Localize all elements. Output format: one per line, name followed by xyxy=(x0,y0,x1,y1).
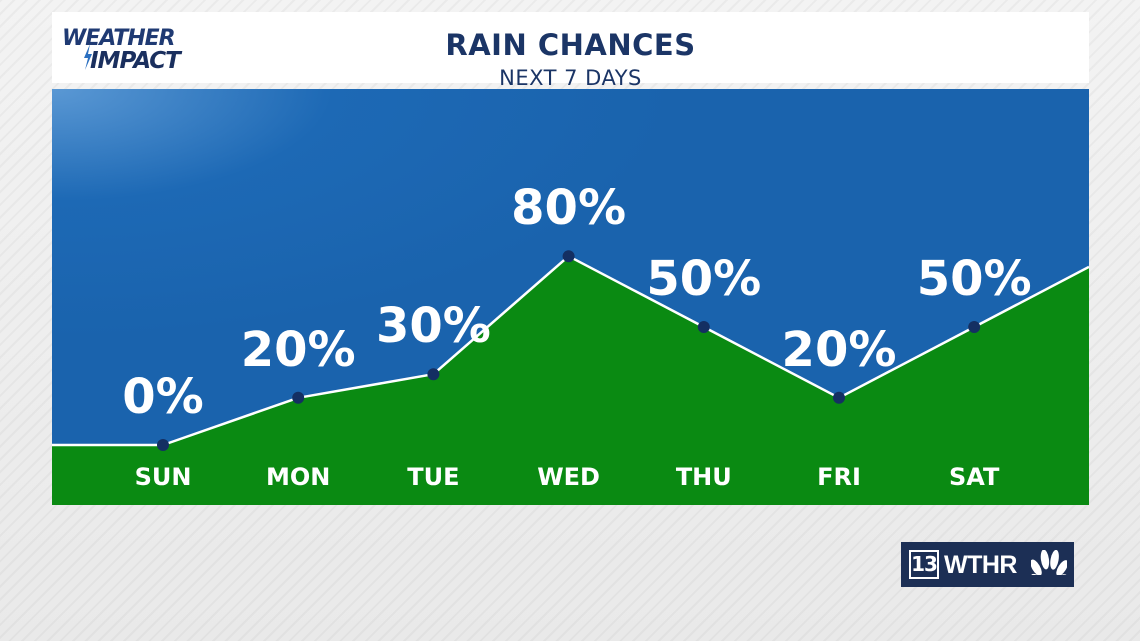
data-label-wed: 80% xyxy=(511,180,626,236)
data-label-fri: 20% xyxy=(782,322,897,378)
lightning-bolt-icon xyxy=(84,44,92,70)
data-point-fri xyxy=(833,391,845,404)
day-label-fri: FRI xyxy=(817,463,861,491)
station-name: WTHR xyxy=(944,551,1017,579)
page-subtitle: NEXT 7 DAYS xyxy=(499,66,642,90)
data-point-sun xyxy=(157,439,169,451)
day-label-tue: TUE xyxy=(407,463,459,491)
station-logo: 13 WTHR xyxy=(901,542,1074,587)
rain-chance-chart: 0% SUN 20% MON 30% TUE 80% WED 50% THU 20% FRI 50% SA… xyxy=(52,89,1089,505)
weather-impact-logo: WEATHER IMPACT xyxy=(62,26,212,76)
chart-canvas: 0% SUN 20% MON 30% TUE 80% WED 50% THU 20% FRI 50% SA… xyxy=(52,89,1089,505)
header-bar: WEATHER IMPACT RAIN CHANCES NEXT 7 DAYS xyxy=(52,12,1089,90)
rain-chance-area xyxy=(52,256,1089,505)
page-title: RAIN CHANCES xyxy=(445,28,696,62)
day-label-mon: MON xyxy=(266,463,330,491)
data-label-tue: 30% xyxy=(376,298,491,354)
data-label-mon: 20% xyxy=(241,322,356,378)
channel-number: 13 xyxy=(909,550,939,579)
data-point-sat xyxy=(968,321,981,333)
day-label-sat: SAT xyxy=(949,463,1000,491)
data-point-thu xyxy=(697,321,710,333)
logo-text-weather: WEATHER xyxy=(62,26,176,51)
data-label-sun: 0% xyxy=(122,369,204,425)
day-label-thu: THU xyxy=(676,463,732,491)
data-point-mon xyxy=(292,391,305,404)
data-point-wed xyxy=(562,250,575,263)
data-label-thu: 50% xyxy=(646,251,761,307)
peacock-icon xyxy=(1031,550,1067,578)
day-label-sun: SUN xyxy=(135,463,192,491)
data-point-tue xyxy=(427,368,440,381)
data-label-sat: 50% xyxy=(917,251,1032,307)
logo-text-impact: IMPACT xyxy=(90,48,181,74)
day-label-wed: WED xyxy=(537,463,600,491)
